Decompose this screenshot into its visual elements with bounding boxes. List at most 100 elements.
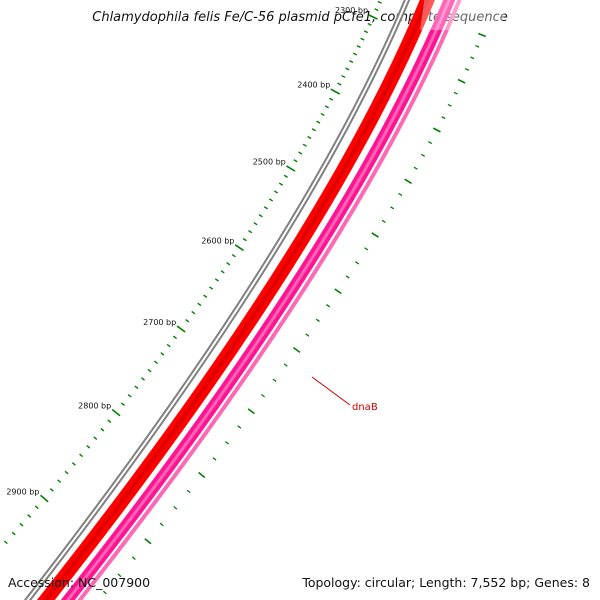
accession-text: Accession: NC_007900 [8,575,151,590]
minor-tick [374,8,379,12]
inner-minor-tick [381,219,386,223]
minor-tick [377,0,382,4]
minor-tick [140,377,145,381]
minor-tick [263,206,268,210]
minor-tick [127,393,132,398]
major-tick [286,165,296,172]
minor-tick [147,368,152,373]
minor-tick [34,505,39,510]
minor-tick [341,74,346,79]
inner-minor-tick [475,44,480,48]
sequence-summary-text: Topology: circular; Length: 7,552 bp; Ge… [302,575,590,590]
reverse-gene-track-edge [77,0,462,600]
inner-minor-tick [261,393,266,398]
minor-tick [185,319,190,323]
minor-tick [337,82,342,86]
inner-minor-tick [364,247,369,251]
minor-tick [11,531,16,536]
inner-major-tick [477,32,487,38]
inner-major-tick [457,78,466,84]
inner-minor-tick [117,573,122,578]
inner-minor-tick [315,318,320,322]
minor-tick [268,198,274,202]
tick-label: 2800 bp [78,402,111,411]
minor-tick [57,479,62,484]
minor-tick [258,214,263,218]
tick-label: 2300 bp [335,6,368,15]
inner-major-tick [144,538,152,545]
minor-tick [253,221,258,226]
major-tick [111,408,121,417]
inner-minor-tick [283,363,288,367]
minor-tick [352,52,358,56]
inner-minor-tick [237,425,242,429]
minor-tick [93,436,98,441]
minor-tick [242,237,247,242]
minor-tick [320,112,325,117]
inner-minor-tick [326,304,331,308]
minor-tick [360,37,365,41]
minor-tick [166,343,171,348]
outer-tick-ring: 2300 bp 2400 bp 2500 bp 2600 bp 2700 bp 2800 … [3,0,382,545]
minor-tick [19,522,24,527]
minor-tick [49,488,54,492]
minor-tick [203,294,208,298]
tick-label: 2500 bp [253,158,286,167]
major-tick [330,88,341,95]
inner-major-tick [334,288,342,295]
inner-minor-tick [225,441,229,445]
minor-tick [172,335,177,340]
gene-label-dnaB: dnaB [352,402,378,413]
major-tick [40,494,49,503]
minor-tick [316,120,321,124]
forward-gene-track-highlight [43,0,430,600]
minor-tick [209,286,214,290]
minor-tick [324,105,329,109]
minor-tick [248,229,253,234]
inner-major-tick [198,471,206,479]
minor-tick [79,453,84,458]
minor-tick [363,30,369,34]
minor-tick [329,97,334,101]
inner-minor-tick [441,116,446,120]
major-tick [234,244,244,252]
minor-tick [311,128,316,132]
inner-minor-tick [305,333,310,337]
minor-tick [278,182,284,186]
minor-tick [27,514,32,518]
tick-label: 2900 bp [6,488,39,497]
minor-tick [302,143,307,147]
inner-minor-tick [159,522,164,527]
tick-label: 2600 bp [201,237,234,246]
minor-tick [273,190,279,194]
minor-tick [298,151,303,155]
minor-tick [220,270,225,274]
minor-tick [293,159,298,163]
inner-minor-tick [173,506,178,510]
minor-tick [231,253,236,258]
major-tick [176,325,186,333]
inner-minor-tick [464,68,470,71]
minor-tick [367,22,372,26]
minor-tick [345,67,350,71]
inner-minor-tick [390,206,395,210]
inner-minor-tick [447,103,452,107]
minor-tick [3,540,8,545]
gene-callout-line [311,376,351,406]
minor-tick [64,470,69,475]
minor-tick [349,59,354,64]
minor-tick [214,278,219,282]
track-fade-overlay [420,0,509,30]
inner-minor-tick [345,275,350,279]
minor-tick [356,45,361,49]
minor-tick [153,360,158,364]
inner-major-tick [432,127,441,133]
minor-tick [120,402,125,407]
forward-gene-track [36,0,435,600]
inner-major-tick [293,347,301,353]
minor-tick [107,419,112,423]
minor-tick [134,385,139,390]
reverse-gene-track-highlight [65,0,451,600]
inner-major-tick [371,232,379,238]
